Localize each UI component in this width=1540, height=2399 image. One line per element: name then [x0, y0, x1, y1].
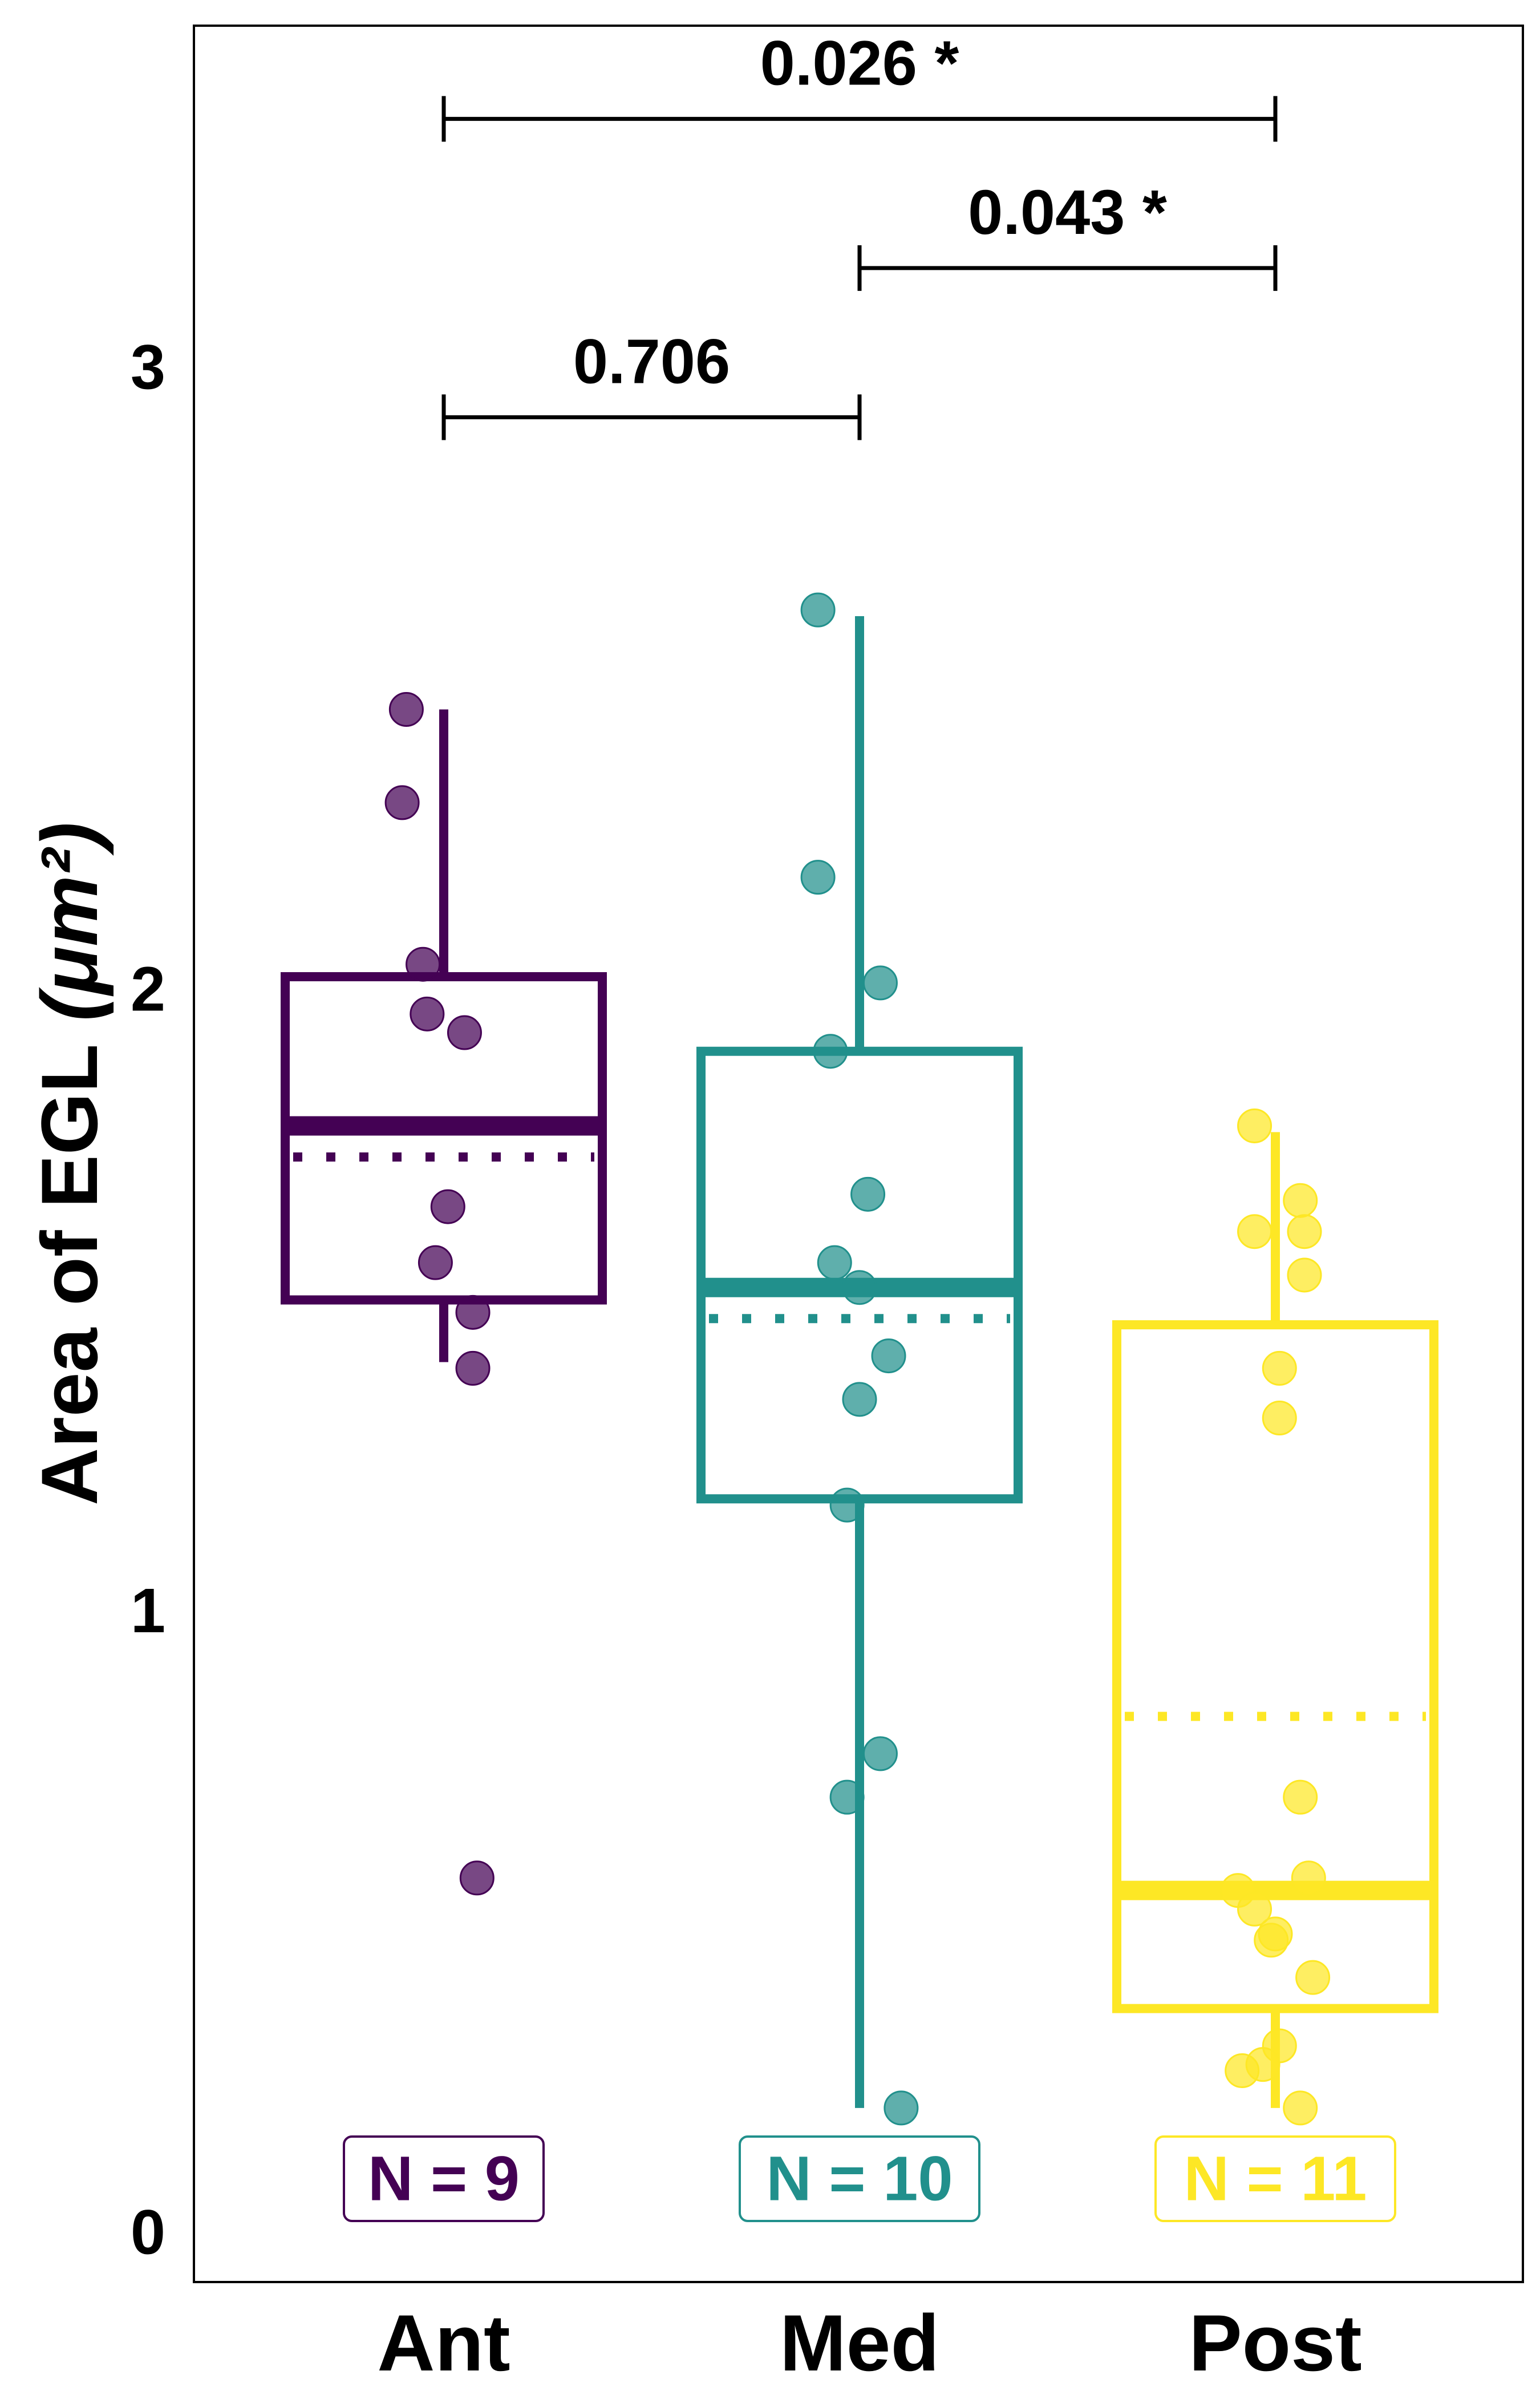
data-point-med: [884, 2090, 919, 2126]
data-point-post: [1237, 1214, 1272, 1249]
data-point-post: [1283, 1779, 1318, 1815]
plot-border: [193, 25, 1524, 2283]
data-points: [384, 592, 1331, 2126]
y-axis-label-main: Area of EGL: [25, 1044, 114, 1506]
comparison-bracket: 0.706: [441, 326, 862, 440]
data-point-ant: [384, 785, 420, 820]
data-point-post: [1287, 1257, 1322, 1293]
y-tick-label: 0: [131, 2197, 165, 2267]
n-label-box: [739, 2135, 980, 2222]
box-group-ant: [281, 709, 607, 1362]
n-label-post: N = 11: [1154, 2135, 1396, 2222]
data-point-post: [1225, 2053, 1260, 2089]
data-point-med: [862, 1736, 898, 1771]
data-point-ant: [447, 1015, 482, 1050]
data-point-post: [1262, 1350, 1297, 1386]
y-tick-label: 2: [131, 954, 165, 1024]
data-point-med: [817, 1245, 852, 1280]
data-point-ant: [455, 1350, 491, 1386]
y-tick-label: 3: [131, 333, 165, 403]
box: [281, 972, 607, 1305]
comparison-p-value: 0.706: [573, 326, 730, 397]
data-point-post: [1237, 1108, 1272, 1143]
n-label-box: [343, 2135, 545, 2222]
data-point-ant: [406, 946, 441, 982]
data-point-ant: [418, 1245, 453, 1280]
data-point-post: [1295, 1960, 1331, 1995]
data-point-med: [800, 860, 836, 895]
n-label-ant: N = 9: [343, 2135, 545, 2222]
comparison-p-value: 0.026 *: [760, 28, 959, 98]
data-point-post: [1291, 1860, 1326, 1896]
data-point-med: [871, 1338, 906, 1374]
significance-brackets: 0.026 * 0.043 * 0.706: [441, 28, 1278, 440]
comparison-bracket: 0.043 *: [857, 177, 1278, 291]
data-point-med: [829, 1779, 865, 1815]
data-point-med: [862, 965, 898, 1001]
x-tick-label: Ant: [377, 2298, 510, 2388]
x-axis-ticks: Ant Med Post: [377, 2298, 1361, 2388]
x-tick-label: Med: [780, 2298, 939, 2388]
data-point-post: [1254, 1923, 1289, 1958]
n-label-text: N = 9: [368, 2144, 520, 2214]
y-axis-label: Area of EGL (μm²): [25, 822, 114, 1506]
n-label-text: N = 11: [1184, 2144, 1367, 2214]
data-point-post: [1262, 1401, 1297, 1436]
data-point-med: [800, 592, 836, 628]
data-point-med: [842, 1270, 877, 1305]
x-tick-label: Post: [1189, 2298, 1361, 2388]
n-label-text: N = 10: [766, 2144, 953, 2214]
data-point-ant: [388, 691, 424, 727]
n-label-med: N = 10: [739, 2135, 980, 2222]
data-point-post: [1287, 1214, 1322, 1249]
comparison-p-value: 0.043 *: [968, 177, 1167, 248]
data-point-med: [813, 1034, 848, 1069]
comparison-bracket: 0.026 *: [441, 28, 1278, 142]
y-axis-ticks: 0 1 2 3: [131, 333, 165, 2268]
sample-size-labels: N = 9 N = 10 N = 11: [343, 2135, 1396, 2222]
data-point-med: [842, 1382, 877, 1417]
data-point-post: [1237, 1891, 1272, 1927]
y-axis-label-unit: (μm²): [25, 822, 114, 1021]
data-point-ant: [459, 1860, 495, 1896]
data-point-med: [850, 1176, 886, 1212]
box-groups: [281, 616, 1438, 2108]
data-point-ant: [455, 1294, 491, 1330]
box-group-post: [1112, 1132, 1438, 2108]
box-group-med: [696, 616, 1023, 2108]
data-point-ant: [430, 1189, 465, 1224]
data-point-post: [1283, 2090, 1318, 2126]
data-point-med: [829, 1487, 865, 1523]
n-label-box: [1154, 2135, 1396, 2222]
y-tick-label: 1: [131, 1576, 165, 1646]
data-point-ant: [410, 996, 445, 1031]
data-point-post: [1283, 1183, 1318, 1218]
box: [1112, 1320, 1438, 2013]
